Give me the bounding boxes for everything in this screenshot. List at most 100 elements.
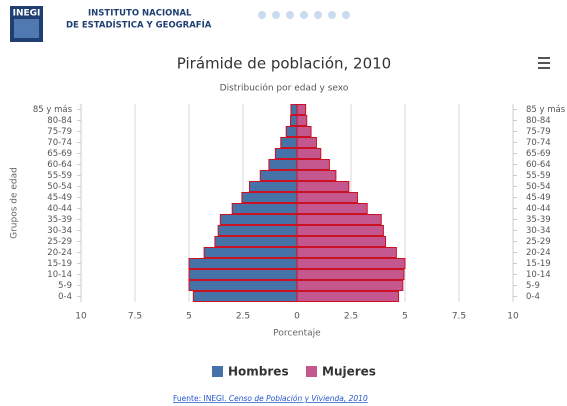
x-tick-label: 2.5: [344, 312, 358, 322]
x-tick-label: 5: [186, 312, 192, 322]
y-tick-label-right: 35-39: [526, 215, 551, 225]
y-tick-label-left: 45-49: [47, 193, 72, 203]
bar: [188, 258, 298, 269]
y-tick-label-right: 50-54: [526, 182, 551, 192]
x-axis-label: Porcentaje: [273, 329, 321, 339]
y-tick-label-left: 15-19: [47, 259, 72, 269]
legend-label: Hombres: [228, 365, 289, 379]
bar: [290, 115, 298, 126]
y-tick-label-left: 55-59: [47, 171, 72, 181]
y-tick-label-right: 75-79: [526, 127, 551, 137]
bar: [296, 148, 322, 159]
bar: [296, 192, 358, 203]
x-tick-label: 5: [402, 312, 408, 322]
y-tick-label-left: 40-44: [47, 204, 72, 214]
bar: [285, 126, 298, 137]
legend-swatch: [212, 366, 223, 377]
y-tick-label-left: 0-4: [58, 292, 72, 302]
bar: [296, 225, 384, 236]
source-link[interactable]: Fuente: INEGI. Censo de Población y Vivi…: [173, 394, 368, 403]
y-tick-label-right: 85 y más: [526, 105, 566, 115]
y-tick-label-right: 20-24: [526, 248, 551, 258]
logo-text: INEGI: [13, 9, 41, 19]
bar: [188, 280, 298, 291]
x-tick-label: 2.5: [236, 312, 250, 322]
y-tick-label-right: 65-69: [526, 149, 551, 159]
bar: [219, 214, 298, 225]
legend-label: Mujeres: [322, 365, 376, 379]
bar: [192, 291, 298, 302]
legend-swatch: [306, 366, 317, 377]
y-tick-label-right: 15-19: [526, 259, 551, 269]
y-tick-label-left: 20-24: [47, 248, 72, 258]
bar: [296, 115, 308, 126]
y-tick-label-left: 25-29: [47, 237, 72, 247]
header-dots: [258, 11, 350, 19]
bar: [280, 137, 298, 148]
bar: [296, 214, 382, 225]
y-tick-label-left: 65-69: [47, 149, 72, 159]
y-tick-label-left: 50-54: [47, 182, 72, 192]
bar: [296, 159, 330, 170]
bar: [231, 203, 298, 214]
bar: [296, 181, 350, 192]
y-tick-label-right: 10-14: [526, 270, 551, 280]
institute-line2: DE ESTADÍSTICA Y GEOGRAFÍA: [66, 19, 212, 31]
bar: [248, 181, 298, 192]
bar: [296, 258, 406, 269]
bar: [296, 203, 368, 214]
chart-subtitle: Distribución por edad y sexo: [220, 83, 349, 94]
source-title[interactable]: Censo de Población y Vivienda, 2010: [229, 394, 368, 403]
x-tick-label: 10: [507, 312, 519, 322]
bar: [296, 104, 307, 115]
y-tick-label-right: 0-4: [526, 292, 540, 302]
y-tick-label-left: 80-84: [47, 116, 72, 126]
y-tick-label-right: 70-74: [526, 138, 551, 148]
chart-title: Pirámide de población, 2010: [177, 55, 391, 73]
bar: [296, 291, 400, 302]
bar: [188, 269, 298, 280]
y-tick-label-left: 75-79: [47, 127, 72, 137]
x-tick-label: 0: [294, 312, 300, 322]
y-tick-label-right: 60-64: [526, 160, 551, 170]
bar: [296, 170, 337, 181]
y-tick-label-left: 5-9: [58, 281, 72, 291]
institute-line1: INSTITUTO NACIONAL: [88, 9, 192, 19]
bar: [296, 236, 387, 247]
bar: [296, 247, 397, 258]
x-tick-label: 10: [75, 312, 87, 322]
y-tick-label-right: 80-84: [526, 116, 551, 126]
y-tick-label-left: 60-64: [47, 160, 72, 170]
logo-pattern: [14, 19, 39, 38]
y-tick-label-right: 25-29: [526, 237, 551, 247]
bar: [296, 137, 317, 148]
menu-icon[interactable]: [538, 57, 550, 69]
y-tick-label-right: 5-9: [526, 281, 540, 291]
y-tick-label-left: 85 y más: [33, 105, 73, 115]
bar: [296, 126, 312, 137]
y-tick-label-right: 45-49: [526, 193, 551, 203]
bar: [290, 104, 298, 115]
bar: [296, 269, 405, 280]
y-axis-label: Grupos de edad: [10, 167, 20, 239]
bar: [274, 148, 298, 159]
y-tick-label-right: 40-44: [526, 204, 551, 214]
y-tick-label-right: 30-34: [526, 226, 551, 236]
bar: [217, 225, 298, 236]
y-tick-label-left: 35-39: [47, 215, 72, 225]
x-tick-label: 7.5: [128, 312, 142, 322]
bar: [296, 280, 404, 291]
y-tick-label-left: 10-14: [47, 270, 72, 280]
source-prefix[interactable]: Fuente: INEGI.: [173, 394, 226, 403]
bar: [241, 192, 298, 203]
bar: [268, 159, 298, 170]
bar: [259, 170, 298, 181]
y-tick-label-left: 30-34: [47, 226, 72, 236]
bar: [214, 236, 298, 247]
y-tick-label-right: 55-59: [526, 171, 551, 181]
x-tick-label: 7.5: [452, 312, 466, 322]
bar: [203, 247, 298, 258]
y-tick-label-left: 70-74: [47, 138, 72, 148]
